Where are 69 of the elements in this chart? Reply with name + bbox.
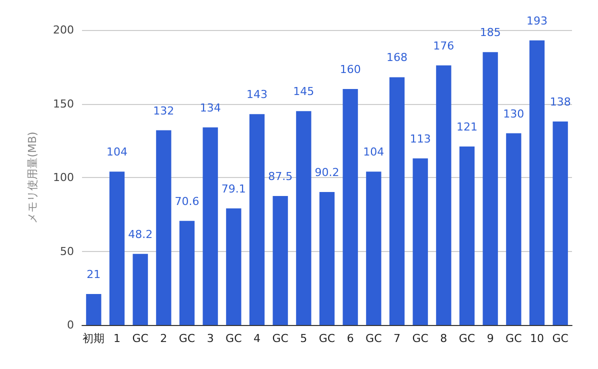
data-label: 168 [386,51,408,64]
x-tick-label: GC [272,332,289,345]
bar [249,114,265,325]
bar [202,127,218,325]
bar [319,192,335,325]
data-label: 79.1 [221,182,246,196]
x-tick-label: GC [552,332,569,345]
bar [506,133,522,325]
data-label: 90.2 [314,166,340,179]
data-label: 104 [363,146,384,159]
data-label: 134 [200,101,221,114]
x-tick-label: 4 [254,332,260,345]
data-label: 130 [503,107,524,120]
x-tick-label: 6 [346,332,354,345]
bar [156,130,172,325]
x-tick-label: 10 [530,332,544,345]
bar [179,220,195,325]
bar [272,196,288,325]
bar [342,89,358,325]
data-label: 48.2 [128,228,153,241]
bar [226,208,242,325]
data-label: 185 [480,26,501,40]
bar [482,52,498,325]
bar [86,294,102,325]
y-tick-label: 200 [53,24,74,36]
y-axis-title: メモリ使用量(MB) [26,132,39,224]
y-tick-label: 150 [53,97,74,110]
bar [552,121,568,325]
x-tick-label: GC [132,332,149,345]
data-label: 160 [340,63,361,76]
y-tick-label: 100 [53,171,74,184]
x-tick-label: GC [458,332,476,345]
data-label: 113 [410,132,431,146]
data-label: 176 [433,39,454,52]
data-label: 104 [106,146,128,159]
bar [132,254,148,325]
bar [389,77,405,325]
bar [459,146,475,325]
x-tick-label: GC [412,332,429,345]
x-tick-label: 7 [394,332,400,345]
x-tick-label: GC [366,332,382,345]
x-tick-label: GC [178,332,196,345]
bar [109,172,125,325]
x-tick-label: GC [226,332,242,345]
y-tick-label: 0 [67,318,74,332]
data-label: 145 [293,85,314,98]
data-label: 138 [550,95,571,108]
y-tick-label: 50 [60,244,74,258]
data-label: 70.6 [174,194,200,208]
data-label: 132 [153,104,174,118]
bar [529,40,545,325]
data-label: 143 [246,88,268,102]
bar [436,65,452,325]
x-tick-label: 8 [440,332,448,345]
bar [296,111,312,325]
bar [366,172,382,325]
x-tick-label: 初期 [82,332,105,345]
x-tick-label: GC [318,332,336,345]
data-label: 21 [86,268,101,282]
x-tick-label: 3 [206,332,214,345]
x-tick-label: 5 [300,332,308,345]
x-tick-label: 1 [114,332,120,345]
x-tick-label: GC [506,332,522,345]
data-label: 87.5 [268,170,293,183]
x-tick-label: 9 [486,332,494,345]
data-label: 193 [526,14,548,28]
data-label: 121 [456,120,478,134]
bar [412,158,428,325]
x-tick-label: 2 [160,332,168,345]
